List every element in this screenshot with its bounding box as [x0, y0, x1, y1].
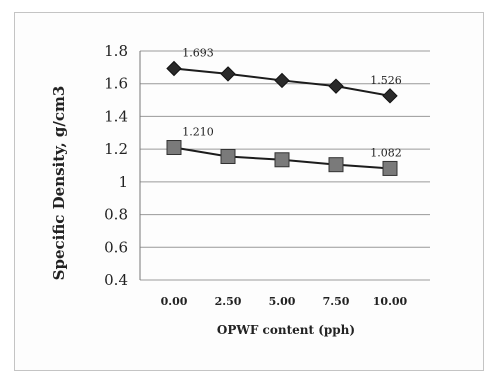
- gridlines: [139, 50, 430, 281]
- y-tick-label: 1.8: [104, 42, 128, 60]
- y-tick-label: 1.2: [104, 140, 128, 158]
- data-point-square: [382, 160, 398, 176]
- x-tick-labels: 0.00 2.50 5.00 7.50 10.00: [161, 295, 408, 308]
- data-label: 1.082: [370, 146, 402, 159]
- chart-frame: [14, 12, 484, 371]
- data-point-square: [220, 149, 236, 165]
- y-tick-label: 0.6: [104, 238, 128, 256]
- y-tick-labels: 1.8 1.6 1.4 1.2 1 0.8 0.6 0.4: [104, 42, 128, 289]
- y-tick-label: 1.4: [104, 107, 128, 125]
- x-tick-label: 10.00: [373, 295, 408, 308]
- y-tick-label: 1: [118, 173, 128, 191]
- data-point-square: [166, 140, 182, 156]
- x-tick-label: 5.00: [269, 295, 296, 308]
- x-tick-label: 7.50: [323, 295, 350, 308]
- data-label: 1.693: [182, 47, 214, 60]
- data-labels: 1.693 1.526 1.210 1.082: [182, 47, 402, 160]
- data-point-diamond: [274, 72, 290, 89]
- data-point-diamond: [328, 78, 344, 94]
- x-tick-label: 2.50: [215, 295, 242, 308]
- data-point-square: [328, 157, 344, 173]
- data-point-diamond: [220, 66, 236, 82]
- data-point-square: [274, 152, 290, 168]
- series-group: [166, 60, 398, 176]
- data-label: 1.210: [182, 126, 214, 139]
- x-axis-label: OPWF content (pph): [217, 323, 355, 337]
- y-axis-label: Specific Density, g/cm3: [50, 86, 68, 281]
- x-tick-label: 0.00: [161, 295, 188, 308]
- y-tick-label: 0.4: [104, 271, 128, 289]
- y-tick-label: 0.8: [104, 206, 128, 224]
- y-tick-label: 1.6: [104, 75, 128, 93]
- data-point-diamond: [382, 88, 398, 104]
- data-point-diamond: [166, 60, 182, 77]
- data-label: 1.526: [370, 74, 402, 87]
